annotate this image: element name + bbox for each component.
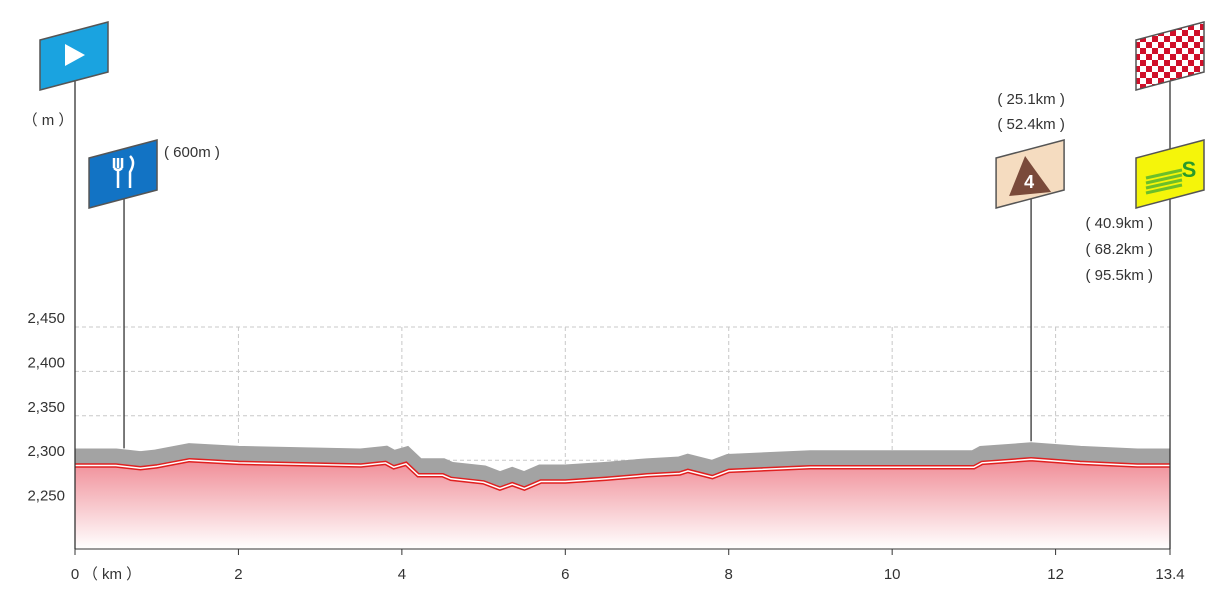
- y-tick-label: 2,250: [27, 488, 65, 505]
- y-tick-label: 2,350: [27, 399, 65, 416]
- marker-label: ( 95.5km ): [1085, 267, 1153, 284]
- profile-area: [75, 459, 1170, 549]
- x-tick-label: 0: [71, 566, 79, 583]
- finish-sign: [1135, 21, 1205, 91]
- y-unit: （ m ）: [23, 112, 74, 129]
- sprint-stripe: [1145, 168, 1183, 180]
- y-tick-label: 2,450: [27, 310, 65, 327]
- x-tick-label: 6: [561, 566, 569, 583]
- sprint-letter: S: [1182, 157, 1197, 182]
- marker-label: ( 40.9km ): [1085, 215, 1153, 232]
- y-tick-label: 2,300: [27, 443, 65, 460]
- x-tick-label: 4: [398, 566, 406, 583]
- sprint-stripe: [1145, 173, 1183, 185]
- profile-shadow: [75, 442, 1170, 489]
- x-tick-label: 2: [234, 566, 242, 583]
- fork-knife-icon: [112, 155, 135, 188]
- sprint-stripe: [1145, 183, 1183, 195]
- mountain-icon: [1009, 156, 1052, 196]
- y-tick-label: 2,400: [27, 354, 65, 371]
- feed-sign: [88, 139, 158, 209]
- marker-label: ( 68.2km ): [1085, 241, 1153, 258]
- x-tick-label: 10: [884, 566, 901, 583]
- x-unit: （ km ）: [83, 566, 141, 583]
- x-tick-label: 13.4: [1155, 566, 1184, 583]
- play-icon: [65, 44, 85, 66]
- x-tick-label: 12: [1047, 566, 1064, 583]
- x-tick-label: 8: [725, 566, 733, 583]
- climb-category: 4: [1024, 172, 1034, 192]
- profile-line-inner: [75, 458, 1170, 490]
- marker-label: ( 25.1km ): [997, 91, 1065, 108]
- sprint-stripe: [1145, 178, 1183, 190]
- marker-label: ( 600m ): [164, 144, 220, 161]
- marker-label: ( 52.4km ): [997, 116, 1065, 133]
